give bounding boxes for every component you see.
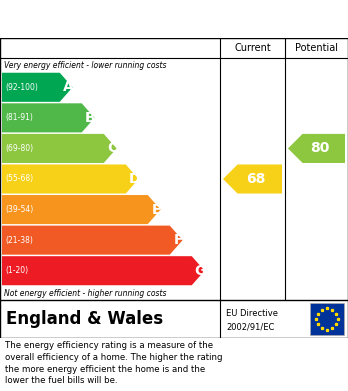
Polygon shape (2, 226, 183, 255)
Text: G: G (195, 264, 206, 278)
Polygon shape (2, 256, 205, 285)
Text: (69-80): (69-80) (5, 144, 33, 153)
Text: 68: 68 (246, 172, 265, 186)
Text: (39-54): (39-54) (5, 205, 33, 214)
Text: Very energy efficient - lower running costs: Very energy efficient - lower running co… (4, 61, 166, 70)
Text: Current: Current (234, 43, 271, 53)
Text: 2002/91/EC: 2002/91/EC (226, 322, 274, 331)
Polygon shape (2, 165, 139, 194)
Text: (1-20): (1-20) (5, 266, 28, 275)
Polygon shape (2, 195, 160, 224)
Text: E: E (151, 203, 161, 217)
Polygon shape (288, 134, 345, 163)
Text: D: D (128, 172, 140, 186)
Text: 80: 80 (310, 142, 329, 156)
Text: (55-68): (55-68) (5, 174, 33, 183)
Bar (310, 303, 344, 335)
Text: F: F (173, 233, 183, 247)
Text: Potential: Potential (295, 43, 338, 53)
Polygon shape (2, 134, 117, 163)
Polygon shape (223, 165, 282, 194)
Polygon shape (2, 73, 73, 102)
Text: Not energy efficient - higher running costs: Not energy efficient - higher running co… (4, 289, 166, 298)
Polygon shape (2, 103, 95, 133)
Text: EU Directive: EU Directive (226, 309, 278, 318)
Text: C: C (107, 142, 117, 156)
Text: Energy Efficiency Rating: Energy Efficiency Rating (7, 11, 217, 27)
Text: (81-91): (81-91) (5, 113, 33, 122)
Text: The energy efficiency rating is a measure of the
overall efficiency of a home. T: The energy efficiency rating is a measur… (5, 341, 222, 386)
Text: B: B (85, 111, 95, 125)
Text: (92-100): (92-100) (5, 83, 38, 92)
Text: (21-38): (21-38) (5, 236, 33, 245)
Text: A: A (63, 80, 73, 94)
Text: England & Wales: England & Wales (6, 310, 163, 328)
